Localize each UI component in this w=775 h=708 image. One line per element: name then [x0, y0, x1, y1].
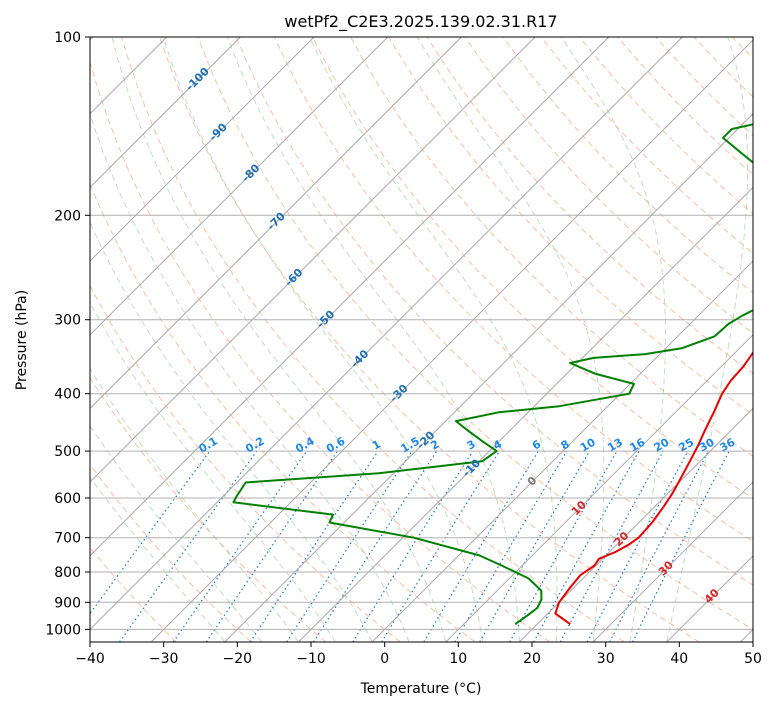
mixing-ratio-line — [423, 450, 539, 642]
moist-adiabat-line — [308, 37, 558, 642]
y-axis-title: Pressure (hPa) — [14, 290, 30, 390]
profile-lines — [232, 123, 753, 626]
x-tick-label: −20 — [223, 651, 253, 667]
isotherm-line — [445, 334, 753, 642]
isotherm-line — [90, 37, 389, 336]
isotherm-line — [224, 113, 753, 642]
dry-adiabat-line — [90, 60, 551, 642]
isotherm-line — [90, 37, 462, 410]
background-lines — [90, 37, 753, 642]
plot-frame — [89, 36, 754, 643]
x-axis-ticks: −40 −30 −20 −10 0 10 20 30 40 50 — [75, 642, 762, 667]
x-tick-label: −10 — [296, 651, 326, 667]
dry-adiabat-line — [197, 37, 753, 630]
mixing-ratio-line — [352, 450, 474, 642]
isotherm-line — [371, 260, 753, 642]
x-tick-label: 0 — [380, 651, 389, 667]
mixing-ratio-line — [172, 450, 308, 642]
moist-adiabat-line — [90, 424, 262, 642]
mixing-ratio-line — [586, 450, 689, 642]
y-tick-label: 200 — [54, 208, 81, 224]
y-axis-ticks: 1000 900 800 700 600 500 400 300 200 100 — [45, 30, 90, 638]
y-tick-label: 1000 — [45, 622, 81, 638]
x-tick-label: 40 — [670, 651, 688, 667]
dry-adiabat-line — [159, 37, 700, 642]
moist-adiabat-line — [162, 37, 484, 642]
moist-adiabat-line — [90, 476, 226, 642]
mixing-ratio-line — [286, 450, 413, 642]
moist-adiabat-line — [90, 112, 410, 642]
y-tick-label: 900 — [54, 595, 81, 611]
dry-adiabats — [90, 37, 753, 642]
chart-title: wetPf2_C2E3.2025.139.02.31.R17 — [284, 12, 557, 32]
mixing-ratio-line — [249, 450, 379, 642]
moist-adiabat-line — [90, 220, 373, 642]
isotherm-grid — [90, 37, 753, 642]
x-tick-label: 50 — [744, 651, 762, 667]
mixing-ratio-line — [205, 450, 338, 642]
mixing-ratio-line — [312, 450, 438, 642]
y-tick-label: 600 — [54, 491, 81, 507]
mixing-ratio-line — [119, 450, 258, 642]
mixing-ratio-line — [559, 450, 664, 642]
isotherm-line — [519, 407, 753, 642]
isotherm-line — [90, 37, 610, 557]
x-tick-label: −40 — [75, 651, 105, 667]
x-tick-label: 30 — [597, 651, 615, 667]
isotherm-line — [90, 37, 241, 189]
x-tick-label: 20 — [523, 651, 541, 667]
moist-adiabat-line — [666, 37, 749, 642]
moist-adiabat-line — [111, 37, 447, 642]
profile-line — [554, 350, 753, 626]
isobar-grid — [90, 37, 753, 630]
moist-adiabat-line — [416, 37, 605, 642]
isotherm-line — [298, 186, 753, 642]
dry-adiabat-line — [90, 463, 252, 642]
dry-adiabat-line — [121, 37, 625, 642]
y-tick-label: 300 — [54, 313, 81, 329]
x-tick-label: −30 — [149, 651, 179, 667]
dry-adiabat-line — [502, 37, 753, 294]
moist-adiabat-line — [90, 301, 336, 642]
isotherm-line — [90, 37, 683, 631]
y-tick-label: 400 — [54, 387, 81, 403]
y-tick-label: 800 — [54, 565, 81, 581]
profile-line — [232, 123, 753, 626]
isotherm-line — [90, 37, 536, 483]
y-tick-label: 700 — [54, 531, 81, 547]
moist-adiabat-line — [226, 37, 520, 642]
y-tick-label: 500 — [54, 444, 81, 460]
isotherm-line — [592, 481, 753, 642]
moist-adiabat-line — [560, 37, 666, 642]
dry-adiabat-line — [235, 37, 753, 586]
y-tick-label: 100 — [54, 30, 81, 46]
dry-adiabat-line — [273, 37, 753, 543]
x-tick-label: 10 — [449, 651, 467, 667]
isotherm-line — [90, 37, 315, 262]
isotherm-line — [150, 39, 753, 642]
dry-adiabat-line — [311, 37, 753, 500]
x-axis-title: Temperature (°C) — [360, 681, 482, 697]
